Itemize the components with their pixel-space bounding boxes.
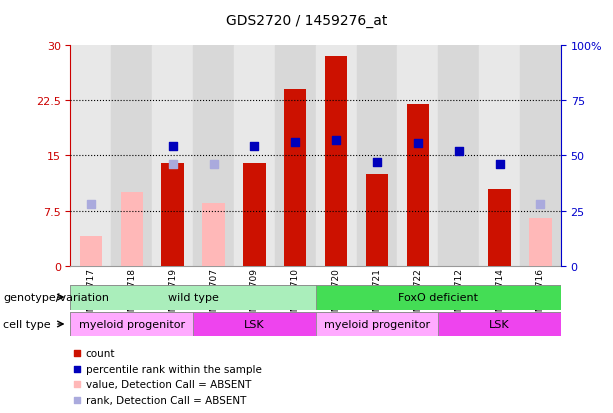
Bar: [529, 218, 552, 266]
Bar: [112, 45, 152, 266]
Bar: [152, 45, 193, 266]
Bar: [121, 193, 143, 266]
Bar: [325, 57, 348, 266]
Text: cell type: cell type: [3, 319, 51, 329]
Bar: [520, 45, 561, 266]
Point: [291, 139, 300, 146]
Point: [72, 366, 82, 372]
Bar: [479, 45, 520, 266]
Bar: [316, 45, 357, 266]
Bar: [193, 312, 316, 337]
Bar: [357, 45, 397, 266]
Bar: [316, 285, 561, 310]
Bar: [438, 45, 479, 266]
Bar: [275, 45, 316, 266]
Text: LSK: LSK: [489, 319, 510, 329]
Point: [208, 161, 218, 168]
Bar: [234, 45, 275, 266]
Bar: [316, 312, 438, 337]
Text: rank, Detection Call = ABSENT: rank, Detection Call = ABSENT: [86, 395, 246, 405]
Bar: [397, 45, 438, 266]
Text: genotype/variation: genotype/variation: [3, 292, 109, 302]
Text: GDS2720 / 1459276_at: GDS2720 / 1459276_at: [226, 14, 387, 28]
Point: [372, 159, 382, 166]
Bar: [366, 174, 388, 266]
Point: [168, 161, 178, 168]
Text: wild type: wild type: [168, 292, 218, 302]
Text: LSK: LSK: [244, 319, 265, 329]
Bar: [406, 104, 429, 266]
Bar: [438, 312, 561, 337]
Text: count: count: [86, 348, 115, 358]
Point: [168, 144, 178, 150]
Bar: [489, 189, 511, 266]
Point: [495, 161, 504, 168]
Bar: [161, 163, 184, 266]
Point: [454, 148, 463, 155]
Point: [331, 137, 341, 144]
Text: myeloid progenitor: myeloid progenitor: [78, 319, 185, 329]
Point: [536, 201, 546, 208]
Bar: [80, 237, 102, 266]
Bar: [70, 285, 316, 310]
Text: value, Detection Call = ABSENT: value, Detection Call = ABSENT: [86, 380, 251, 389]
Text: percentile rank within the sample: percentile rank within the sample: [86, 364, 262, 374]
Point: [413, 140, 423, 147]
Bar: [284, 90, 306, 266]
Bar: [243, 163, 265, 266]
Point: [86, 201, 96, 208]
Bar: [202, 204, 225, 266]
Point: [72, 381, 82, 388]
Bar: [70, 45, 112, 266]
Point: [72, 350, 82, 356]
Text: FoxO deficient: FoxO deficient: [398, 292, 478, 302]
Text: myeloid progenitor: myeloid progenitor: [324, 319, 430, 329]
Point: [249, 144, 259, 150]
Point: [72, 397, 82, 404]
Bar: [193, 45, 234, 266]
Bar: [70, 312, 193, 337]
